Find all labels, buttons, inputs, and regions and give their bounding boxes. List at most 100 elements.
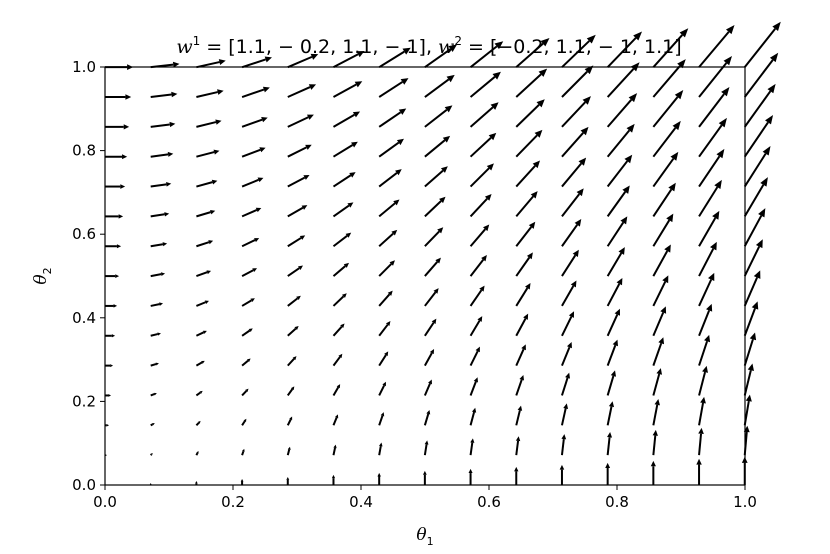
vector-arrow (241, 388, 249, 397)
arrow-head (240, 478, 244, 482)
arrow-shaft (652, 65, 681, 98)
arrow-head (563, 403, 569, 410)
arrow-shaft (561, 346, 571, 366)
vector-arrow (287, 84, 317, 98)
vector-arrow (743, 270, 761, 307)
x-tick-label: 0.6 (477, 493, 501, 511)
title-w2-sup: 2 (454, 34, 462, 48)
vector-arrow (469, 377, 478, 396)
arrow-head (444, 105, 453, 113)
arrow-head (530, 191, 538, 199)
arrow-head (108, 394, 112, 397)
arrow-head (303, 174, 310, 180)
arrow-head (250, 298, 255, 303)
arrow-shaft (469, 45, 498, 68)
arrow-shaft (196, 181, 213, 188)
arrow-head (576, 188, 584, 197)
arrow-shaft (196, 91, 218, 98)
arrow-head (568, 311, 575, 318)
arrow-head (664, 244, 671, 253)
arrow-shaft (698, 248, 715, 277)
arrow-shaft (241, 209, 258, 218)
arrow-head (484, 193, 492, 201)
arrow-head (296, 295, 301, 300)
vector-arrow (561, 34, 596, 68)
vector-arrow (332, 353, 343, 367)
arrow-shaft (241, 178, 259, 188)
arrow-shaft (424, 230, 440, 247)
arrow-shaft (149, 453, 153, 456)
arrow-shaft (698, 402, 705, 426)
arrow-head (704, 334, 711, 343)
vector-arrow (378, 47, 411, 69)
arrow-shaft (652, 435, 657, 456)
vector-arrow (378, 442, 383, 456)
arrow-head (385, 321, 391, 327)
vector-arrow (652, 337, 665, 366)
arrow-shaft (698, 186, 719, 217)
arrow-shaft (196, 301, 206, 307)
vector-arrow (515, 436, 521, 456)
arrow-shaft (286, 388, 294, 397)
arrow-head (658, 337, 665, 345)
arrow-head (252, 268, 258, 273)
arrow-head (393, 199, 400, 206)
vector-arrow (241, 238, 260, 248)
vector-arrow (105, 364, 114, 368)
arrow-head (246, 358, 251, 362)
vector-arrow (560, 434, 567, 456)
vector-arrow (196, 209, 216, 218)
arrow-head (650, 460, 656, 467)
arrow-head (714, 179, 722, 190)
arrow-shaft (469, 106, 494, 128)
arrow-head (536, 99, 545, 108)
vector-arrow (287, 235, 306, 248)
vector-arrow (150, 362, 159, 367)
arrow-shaft (652, 188, 673, 217)
arrow-shaft (423, 444, 428, 456)
arrow-head (431, 318, 437, 324)
arrow-shaft (241, 299, 252, 307)
arrow-head (607, 432, 613, 438)
arrow-shaft (469, 350, 479, 367)
arrow-shaft (515, 379, 523, 396)
arrow-head (672, 120, 681, 131)
arrow-head (532, 160, 541, 169)
arrow-head (155, 362, 159, 366)
arrow-shaft (424, 291, 437, 307)
vector-arrow (332, 323, 345, 337)
arrow-head (749, 332, 757, 341)
arrow-shaft (150, 423, 154, 427)
vector-arrow (561, 280, 577, 307)
arrow-shaft (378, 263, 393, 277)
arrow-head (111, 334, 116, 338)
arrow-head (213, 149, 220, 155)
arrow-head (254, 238, 260, 243)
arrow-shaft (698, 371, 707, 396)
arrow-head (666, 213, 674, 223)
vector-arrow (469, 316, 483, 337)
arrow-head (481, 255, 487, 262)
arrow-shaft (606, 191, 627, 217)
arrow-head (289, 416, 293, 421)
arrow-shaft (515, 318, 527, 337)
vector-arrow (241, 56, 272, 69)
arrow-head (113, 304, 118, 308)
arrow-shaft (561, 193, 581, 218)
arrow-shaft (241, 359, 249, 367)
arrow-shaft (515, 104, 540, 128)
vector-arrow (241, 147, 266, 158)
vector-arrow (424, 44, 457, 68)
arrow-shaft (652, 250, 669, 277)
arrow-head (426, 409, 431, 415)
arrow-head (347, 202, 354, 208)
vector-arrow (105, 94, 132, 100)
arrow-head (702, 365, 708, 373)
vector-arrow (514, 466, 519, 485)
vector-arrow (150, 423, 155, 427)
y-tick-label: 0.4 (72, 309, 96, 327)
arrow-head (674, 90, 684, 100)
vector-arrow (332, 384, 341, 396)
arrow-shaft (378, 415, 384, 426)
arrow-shaft (515, 287, 529, 307)
